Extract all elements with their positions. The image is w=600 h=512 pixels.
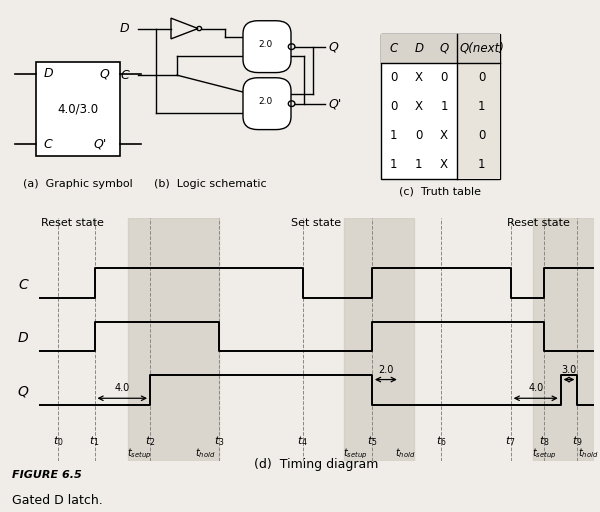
Text: $t_{hold}$: $t_{hold}$ [578, 446, 599, 460]
Text: Reset state: Reset state [41, 218, 104, 228]
Text: 0: 0 [478, 129, 485, 142]
Text: FIGURE 6.5: FIGURE 6.5 [12, 470, 82, 480]
Text: $t_4$: $t_4$ [297, 434, 308, 448]
Text: C: C [18, 278, 28, 291]
Text: (a)  Graphic symbol: (a) Graphic symbol [23, 179, 133, 189]
Text: 4.0: 4.0 [115, 383, 130, 393]
Text: D: D [414, 41, 424, 55]
FancyBboxPatch shape [243, 20, 291, 73]
Text: $t_2$: $t_2$ [145, 434, 155, 448]
Text: $t_6$: $t_6$ [436, 434, 447, 448]
Bar [128, 218, 220, 461]
Text: Q: Q [99, 67, 109, 80]
Text: X: X [440, 129, 448, 142]
Text: $t_{hold}$: $t_{hold}$ [395, 446, 416, 460]
Text: 4.0: 4.0 [528, 383, 544, 393]
Text: 0: 0 [390, 100, 397, 113]
Text: 1: 1 [390, 129, 397, 142]
Text: X: X [440, 158, 448, 171]
Text: 2.0: 2.0 [378, 365, 394, 375]
Text: X: X [415, 71, 423, 84]
Text: Gated D latch.: Gated D latch. [12, 494, 103, 507]
Text: $t_{setup}$: $t_{setup}$ [532, 446, 556, 461]
Text: $t_0$: $t_0$ [53, 434, 64, 448]
Text: $t_{setup}$: $t_{setup}$ [127, 446, 151, 461]
Text: $t_7$: $t_7$ [505, 434, 516, 448]
Text: C: C [120, 69, 129, 82]
Text: Q: Q [17, 385, 28, 398]
Bar [344, 218, 413, 461]
Text: X: X [415, 100, 423, 113]
Bar [457, 63, 500, 179]
Text: 4.0/3.0: 4.0/3.0 [58, 102, 98, 115]
Text: 1: 1 [415, 158, 422, 171]
Text: 3.0: 3.0 [562, 365, 577, 375]
Text: (c)  Truth table: (c) Truth table [400, 187, 481, 197]
Text: Q': Q' [93, 138, 106, 151]
Text: 2.0: 2.0 [258, 97, 272, 105]
Bar [381, 34, 500, 179]
Text: 0: 0 [390, 71, 397, 84]
Text: 1: 1 [478, 100, 485, 113]
Text: (d)  Timing diagram: (d) Timing diagram [254, 458, 379, 471]
Text: Q: Q [439, 41, 449, 55]
Text: 0: 0 [415, 129, 422, 142]
Text: $t_8$: $t_8$ [539, 434, 550, 448]
Text: D: D [17, 331, 28, 345]
Text: 0: 0 [478, 71, 485, 84]
Text: Q: Q [328, 40, 338, 53]
Text: Q': Q' [328, 97, 341, 110]
Text: C: C [389, 41, 398, 55]
Bar [381, 34, 500, 63]
Text: $t_9$: $t_9$ [572, 434, 583, 448]
Bar [36, 62, 120, 156]
Text: $t_1$: $t_1$ [89, 434, 100, 448]
Text: $t_{hold}$: $t_{hold}$ [195, 446, 216, 460]
Text: $t_{setup}$: $t_{setup}$ [343, 446, 368, 461]
Text: $t_5$: $t_5$ [367, 434, 377, 448]
Text: Reset state: Reset state [507, 218, 570, 228]
Text: D: D [119, 22, 129, 35]
Text: C: C [43, 138, 52, 151]
Text: $t_3$: $t_3$ [214, 434, 224, 448]
Text: 2.0: 2.0 [258, 39, 272, 49]
Text: Set state: Set state [292, 218, 341, 228]
Text: 1: 1 [390, 158, 397, 171]
Text: (b)  Logic schematic: (b) Logic schematic [154, 179, 266, 189]
Text: 0: 0 [440, 71, 448, 84]
Text: 1: 1 [478, 158, 485, 171]
Text: 1: 1 [440, 100, 448, 113]
Text: D: D [43, 67, 53, 80]
Text: Q(next): Q(next) [460, 41, 504, 55]
Bar [533, 218, 594, 461]
FancyBboxPatch shape [243, 78, 291, 130]
